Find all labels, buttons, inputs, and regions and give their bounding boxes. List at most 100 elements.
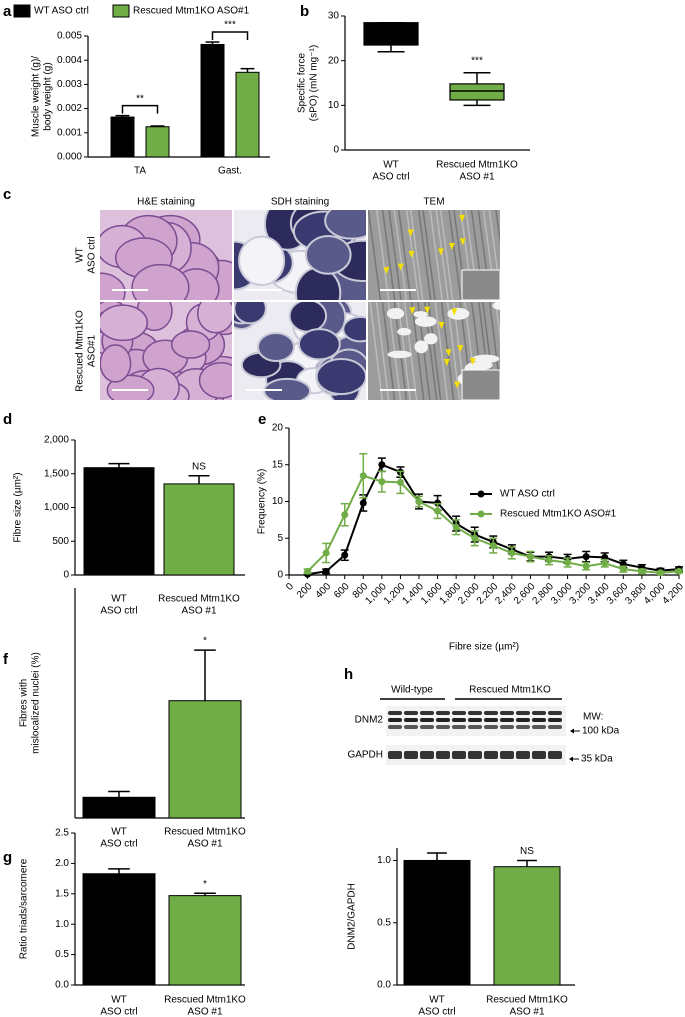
striation bbox=[375, 210, 390, 300]
blot-band bbox=[420, 725, 434, 729]
vacuole bbox=[397, 327, 412, 336]
x-tick-label: 400 bbox=[314, 581, 334, 601]
vacuole bbox=[471, 354, 500, 363]
cell bbox=[304, 234, 352, 275]
point bbox=[359, 472, 367, 480]
bar bbox=[235, 71, 260, 158]
micrograph bbox=[234, 210, 366, 300]
bar bbox=[403, 859, 471, 986]
y-tick-label: 2.0 bbox=[55, 858, 69, 869]
y-tick-label: 0 bbox=[333, 145, 339, 156]
striation bbox=[393, 210, 408, 300]
panel-letter: d bbox=[3, 411, 12, 428]
blot-band bbox=[500, 718, 514, 722]
x-tick-label: ASO #1 bbox=[187, 1007, 222, 1017]
blot-band bbox=[532, 725, 546, 729]
blot-band bbox=[452, 725, 466, 729]
arrowhead bbox=[454, 381, 461, 389]
y-tick-label: 500 bbox=[52, 536, 69, 547]
cell bbox=[256, 331, 295, 363]
x-tick-label: Rescued Mtm1KO bbox=[486, 995, 568, 1006]
x-tick-label: 0 bbox=[284, 581, 296, 593]
legend-swatch bbox=[13, 4, 31, 18]
y-axis-label: mislocalized nuclei (%) bbox=[31, 652, 42, 754]
blot-band bbox=[484, 725, 498, 729]
point bbox=[619, 565, 627, 573]
y-axis-label: Fibre size (µm²) bbox=[13, 472, 24, 542]
arrowhead bbox=[445, 349, 452, 357]
blot-band bbox=[468, 751, 482, 759]
significance-label: NS bbox=[520, 846, 534, 857]
blot-band bbox=[436, 711, 450, 715]
blot-band bbox=[388, 711, 402, 715]
legend-label: WT ASO ctrl bbox=[34, 6, 89, 17]
x-tick-label: WT bbox=[111, 827, 127, 838]
arrowhead bbox=[408, 250, 415, 258]
legend-marker bbox=[477, 490, 485, 498]
arrowhead bbox=[451, 308, 458, 316]
micrograph-row-label: WT bbox=[75, 247, 86, 263]
micrograph bbox=[234, 302, 366, 400]
y-tick-label: 30 bbox=[328, 11, 340, 22]
striation bbox=[375, 302, 390, 400]
y-tick-label: 0.005 bbox=[57, 31, 82, 42]
cell bbox=[100, 304, 149, 342]
y-tick-label: 1,500 bbox=[44, 468, 69, 479]
x-tick-label: ASO #1 bbox=[459, 172, 494, 183]
striation bbox=[417, 210, 432, 300]
x-axis-label: Fibre size (µm²) bbox=[449, 642, 519, 653]
cell bbox=[196, 302, 232, 334]
y-tick-label: 0.003 bbox=[57, 79, 82, 90]
y-tick-label: 1.0 bbox=[377, 855, 391, 866]
blot-marker: 35 kDa bbox=[581, 754, 613, 765]
bar bbox=[82, 796, 156, 819]
cell bbox=[198, 361, 232, 399]
panel-letter: c bbox=[3, 186, 11, 203]
vacuole bbox=[492, 302, 500, 310]
significance-label: ** bbox=[136, 93, 144, 104]
bar bbox=[493, 866, 561, 986]
x-tick-label: 600 bbox=[332, 581, 352, 601]
blot-band bbox=[548, 725, 562, 729]
bar bbox=[168, 895, 242, 986]
x-tick-label: ASO ctrl bbox=[100, 839, 137, 850]
blot-band bbox=[548, 751, 562, 759]
x-tick-label: TA bbox=[134, 166, 146, 177]
y-tick-label: 5 bbox=[277, 533, 283, 544]
blot-band bbox=[420, 718, 434, 722]
panel-letter: g bbox=[3, 849, 12, 866]
arrowhead bbox=[424, 306, 431, 314]
vacuole bbox=[387, 350, 412, 359]
blot-band bbox=[516, 725, 530, 729]
cell bbox=[342, 315, 366, 343]
y-axis-label: Fibres with bbox=[19, 679, 30, 727]
striation bbox=[495, 210, 500, 246]
striation bbox=[422, 210, 436, 300]
blot-band bbox=[436, 751, 450, 759]
y-axis-label: (sPO) (mN mg⁻¹) bbox=[309, 45, 320, 121]
point bbox=[508, 549, 516, 557]
blot-protein: GAPDH bbox=[347, 750, 383, 761]
cell bbox=[100, 272, 126, 300]
panel-letter: f bbox=[3, 651, 9, 668]
point bbox=[526, 553, 534, 561]
blot-band bbox=[436, 718, 450, 722]
x-tick-label: WT bbox=[383, 160, 399, 171]
y-tick-label: 0 bbox=[277, 570, 283, 581]
point bbox=[582, 562, 590, 570]
bar bbox=[163, 483, 235, 576]
cell bbox=[131, 263, 190, 300]
point bbox=[582, 553, 590, 561]
blot-arrow-head bbox=[569, 756, 573, 762]
point bbox=[675, 567, 683, 575]
legend-marker bbox=[477, 510, 485, 518]
x-tick-label: ASO ctrl bbox=[100, 1007, 137, 1017]
blot-band bbox=[532, 711, 546, 715]
blot-band bbox=[468, 725, 482, 729]
cell bbox=[315, 358, 366, 396]
blot-band bbox=[452, 751, 466, 759]
legend-swatch bbox=[112, 4, 130, 18]
blot-band bbox=[516, 711, 530, 715]
point bbox=[545, 556, 553, 564]
point bbox=[341, 511, 349, 519]
